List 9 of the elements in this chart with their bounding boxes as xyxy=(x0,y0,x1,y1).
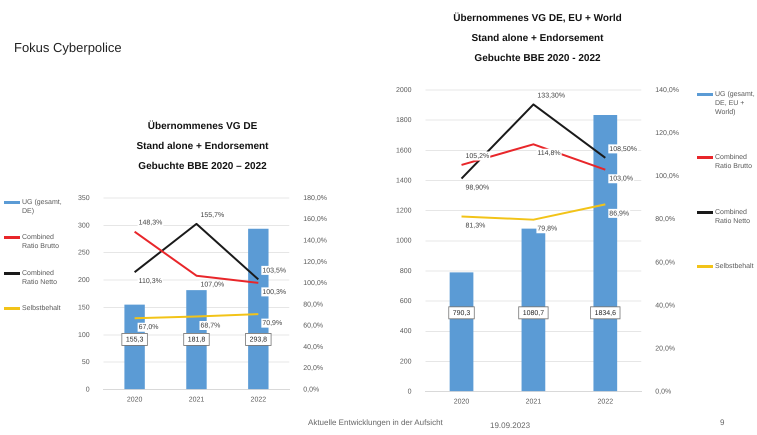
chart-title: Übernommenes VG DE xyxy=(148,120,258,132)
text: Aktuelle Entwicklungen in der Aufsicht xyxy=(308,418,443,427)
chart-title: Übernommenes VG DE, EU + World xyxy=(453,12,622,24)
bar xyxy=(450,272,474,392)
text: 9 xyxy=(720,418,724,427)
text: Fokus Cyberpolice xyxy=(14,40,122,55)
chart-subtitle: Stand alone + Endorsement Gebuchte BBE 2020 – 2022 xyxy=(136,140,270,172)
chart-subtitle: Stand alone + Endorsement Gebuchte BBE 2020 - 2022 xyxy=(472,32,604,64)
text: 19.09.2023 xyxy=(490,421,530,430)
